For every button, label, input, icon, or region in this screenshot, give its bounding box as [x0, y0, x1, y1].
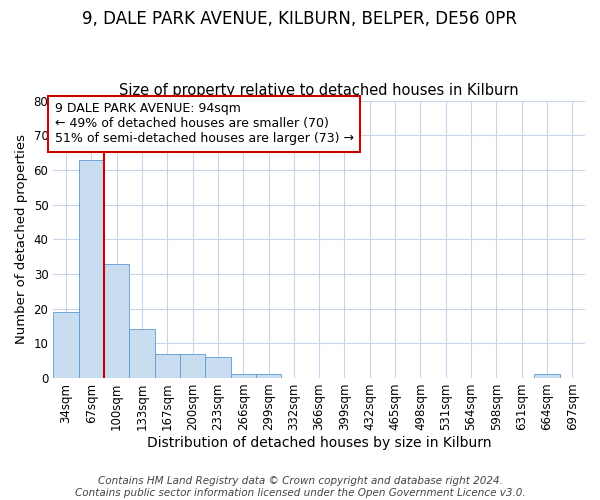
Bar — [129, 330, 155, 378]
Bar — [104, 264, 129, 378]
Bar — [230, 374, 256, 378]
Bar — [535, 374, 560, 378]
Text: 9, DALE PARK AVENUE, KILBURN, BELPER, DE56 0PR: 9, DALE PARK AVENUE, KILBURN, BELPER, DE… — [83, 10, 517, 28]
Bar — [256, 374, 281, 378]
Bar — [155, 354, 180, 378]
Bar — [53, 312, 79, 378]
Bar — [79, 160, 104, 378]
Bar — [205, 357, 230, 378]
Title: Size of property relative to detached houses in Kilburn: Size of property relative to detached ho… — [119, 83, 519, 98]
X-axis label: Distribution of detached houses by size in Kilburn: Distribution of detached houses by size … — [147, 436, 491, 450]
Bar — [180, 354, 205, 378]
Y-axis label: Number of detached properties: Number of detached properties — [15, 134, 28, 344]
Text: Contains HM Land Registry data © Crown copyright and database right 2024.
Contai: Contains HM Land Registry data © Crown c… — [74, 476, 526, 498]
Text: 9 DALE PARK AVENUE: 94sqm
← 49% of detached houses are smaller (70)
51% of semi-: 9 DALE PARK AVENUE: 94sqm ← 49% of detac… — [55, 102, 353, 146]
